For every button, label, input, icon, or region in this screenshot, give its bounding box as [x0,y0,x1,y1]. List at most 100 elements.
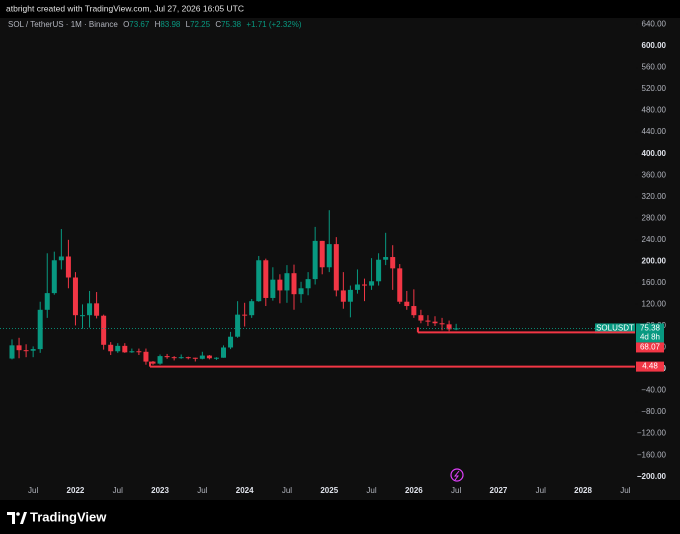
candle-body [213,357,219,359]
symbol-tag-box [595,323,635,334]
x-tick-label: 2026 [405,486,423,495]
candle-body [94,303,100,316]
icon-bolt [453,470,460,481]
icon-ring [450,468,464,482]
y-tick-label: 520.00 [642,84,667,93]
legend-label: C [215,20,221,29]
candle-body [312,240,318,280]
candle-body [383,257,389,260]
x-tick-label: 2028 [574,486,592,495]
y-tick-label: 120.00 [642,300,667,309]
candle-body [291,273,297,295]
y-tick-label: −200.00 [637,472,667,481]
candle-body [122,345,128,353]
candle-body [432,321,438,324]
candle-body [256,260,262,302]
replay-icon[interactable] [450,468,464,482]
legend-label: O [123,20,129,29]
candle-body [305,279,311,289]
logo [7,512,27,524]
candle-body [16,345,22,351]
candle-body [284,273,290,291]
y-tick-label: −80.00 [641,407,666,416]
legend-value: 73.67 [129,20,150,29]
candle-body [340,290,346,302]
candle-body [369,281,375,286]
legend-value: 83.98 [160,20,181,29]
y-tick-label: 320.00 [642,192,667,201]
y-tick-label: −120.00 [637,429,667,438]
logo-dot [16,512,20,516]
candle-body [171,357,177,359]
candle-body [221,347,226,358]
x-tick-label: Jul [366,486,376,495]
y-tick-label: 640.00 [642,20,667,29]
x-tick-label: 2023 [151,486,169,495]
y-tick-label: 560.00 [642,63,667,72]
y-tick-label: 280.00 [642,213,667,222]
candle-body [362,284,367,286]
x-tick-label: Jul [620,486,630,495]
candle-body [242,314,248,316]
symbol-title: SOL / TetherUS · 1M · Binance [8,20,118,29]
candle-body [80,315,85,317]
candle-body [150,361,156,364]
candle-body [453,328,459,330]
candle-body [376,259,382,282]
y-tick-label: 400.00 [642,149,667,158]
candle-body [185,357,191,359]
candle-body [333,244,339,291]
x-tick-label: Jul [113,486,123,495]
candle-body [157,356,163,364]
y-tick-label: 440.00 [642,127,667,136]
candle-body [326,244,332,268]
candle-body [390,257,396,269]
candle-body [411,306,417,316]
candle-body [319,240,325,268]
y-tick-label: 480.00 [642,106,667,115]
y-tick-label: 160.00 [642,278,667,287]
logo-v [20,512,27,524]
candle-body [446,324,452,330]
candle-body [206,355,212,359]
candle-body [418,315,424,321]
y-tick-label: 600.00 [642,41,667,50]
legend-change: +1.71 (+2.32%) [246,20,301,29]
level-tag: 4.48 [642,362,658,371]
candle-body [263,260,269,298]
candle-body [143,351,149,362]
candle-body [397,268,403,302]
candle-body [9,345,15,359]
legend-label: L [186,20,191,29]
x-tick-label: 2027 [490,486,508,495]
candle-body [277,279,283,291]
candle-body [72,277,78,316]
candle-body [23,350,29,352]
candle-body [164,356,170,358]
price-tag-box [636,323,664,343]
y-tick-label: 240.00 [642,235,667,244]
legend-value: 72.25 [190,20,211,29]
x-tick-label: Jul [28,486,38,495]
candle-body [30,349,36,351]
countdown: 4d 8h [640,333,660,342]
legend-label: H [155,20,161,29]
credit: atbright created with TradingView.com, J… [6,3,244,13]
candle-body [178,357,184,359]
candle-body [136,351,142,353]
candle-body [199,355,205,359]
y-tick-label: 360.00 [642,170,667,179]
candle-body [65,256,71,278]
candle-body [37,309,43,350]
candle-body [108,344,114,352]
price-tag: 75.38 [640,324,661,333]
symbol-tag: SOLUSDT [596,324,634,333]
x-tick-label: 2024 [236,486,254,495]
candle-body [347,289,353,302]
x-tick-label: 2025 [320,486,338,495]
candle-body [425,320,431,322]
level-tag-box [636,361,664,372]
y-tick-label: −160.00 [637,450,667,459]
candle-body [101,315,107,345]
y-tick-label: −40.00 [641,386,666,395]
